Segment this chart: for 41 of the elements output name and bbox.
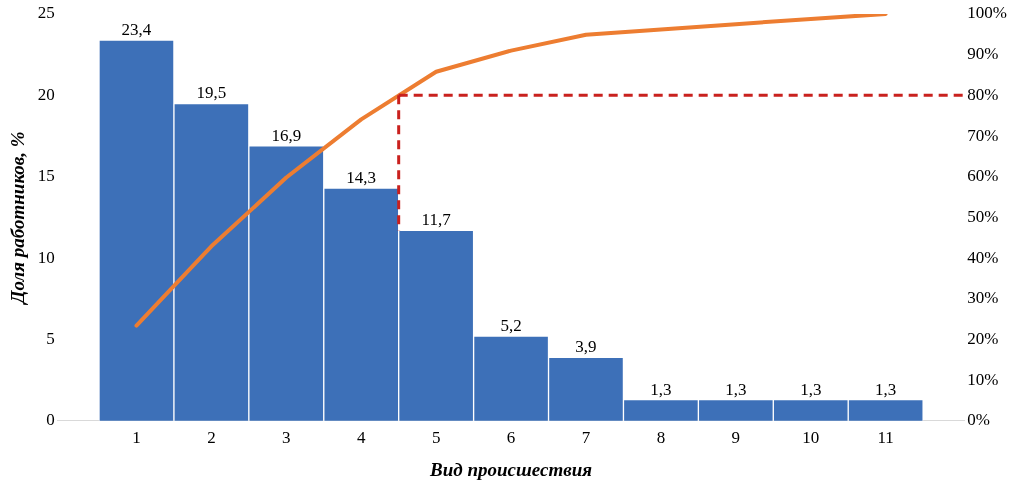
x-tick-label: 6: [506, 428, 516, 448]
y2-tick-label: 50%: [967, 206, 999, 226]
y-tick-label: 10: [37, 247, 55, 267]
y2-tick-label: 40%: [967, 247, 999, 267]
data-label: 1,3: [650, 379, 672, 399]
x-tick-label: 2: [207, 428, 216, 448]
data-label: 1,3: [725, 379, 747, 399]
y2-tick-label: 0%: [967, 410, 991, 430]
y2-tick-label: 90%: [967, 44, 999, 64]
x-tick-label: 9: [731, 428, 741, 448]
data-label: 11,7: [421, 210, 452, 230]
data-label: 16,9: [271, 125, 302, 145]
x-tick-label: 8: [656, 428, 666, 448]
x-tick-label: 4: [356, 428, 366, 448]
y-tick-label: 20: [37, 84, 55, 104]
y-axis-title: Доля работников, %: [7, 131, 29, 306]
data-label: 1,3: [800, 379, 822, 399]
y-tick-label: 5: [46, 328, 55, 348]
x-tick-label: 3: [282, 428, 291, 448]
data-label: 1,3: [875, 379, 897, 399]
x-axis-title: Вид происшествия: [429, 458, 593, 480]
x-tick-label: 5: [431, 428, 441, 448]
y2-tick-label: 100%: [967, 3, 1008, 23]
y-tick-label: 0: [46, 410, 55, 430]
data-label: 5,2: [500, 316, 522, 336]
y-tick-label: 15: [37, 166, 55, 186]
data-label: 3,9: [575, 337, 597, 357]
data-label: 14,3: [346, 168, 377, 188]
y2-tick-label: 10%: [967, 369, 999, 389]
y2-tick-label: 30%: [967, 288, 999, 308]
x-tick-label: 1: [132, 428, 141, 448]
x-tick-label: 10: [802, 428, 820, 448]
y2-tick-label: 80%: [967, 84, 999, 104]
data-label: 19,5: [196, 83, 227, 103]
y2-tick-label: 60%: [967, 166, 999, 186]
y2-tick-label: 20%: [967, 328, 999, 348]
data-label: 23,4: [121, 20, 152, 39]
y-tick-label: 25: [37, 3, 55, 23]
x-tick-label: 11: [877, 428, 894, 448]
y2-tick-label: 70%: [967, 125, 999, 145]
x-tick-label: 7: [581, 428, 591, 448]
